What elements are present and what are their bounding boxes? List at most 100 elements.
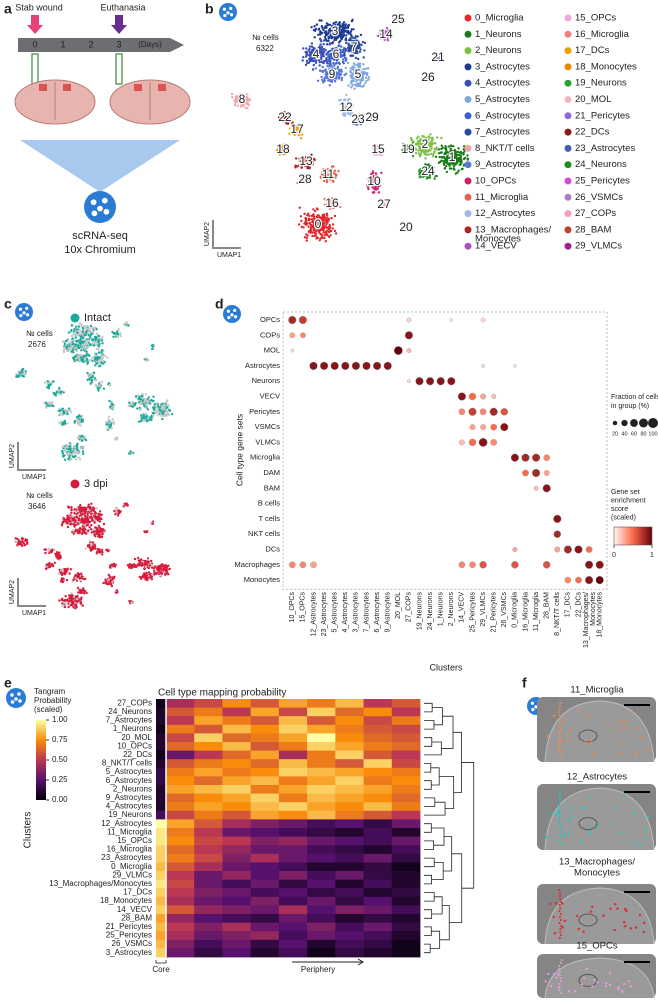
umap-cell xyxy=(335,173,338,177)
umap-cell xyxy=(444,147,448,151)
umap-cell xyxy=(463,150,466,153)
umap-cell xyxy=(79,339,82,342)
dot xyxy=(543,454,551,462)
umap-cell xyxy=(452,153,455,156)
icon-cell xyxy=(226,11,230,15)
heatmap-cell xyxy=(391,767,421,777)
column-label: 22_DCs xyxy=(575,592,582,618)
dot xyxy=(299,332,306,339)
umap-cell xyxy=(91,338,95,341)
umap-cell xyxy=(320,224,323,227)
lesion xyxy=(63,84,71,91)
cells-label: № cells xyxy=(26,491,53,500)
umap-cell xyxy=(76,575,79,578)
umap-cell xyxy=(309,231,312,234)
umap-cell xyxy=(406,144,409,147)
umap-cell xyxy=(332,180,335,183)
umap-cell xyxy=(418,146,421,150)
umap-cell xyxy=(243,95,246,99)
umap-cell xyxy=(312,208,315,211)
umap-cell xyxy=(108,426,111,429)
umap-cell xyxy=(94,364,97,367)
legend-label: 23_Astrocytes xyxy=(575,143,635,154)
legend-label: 27_COPs xyxy=(575,208,616,219)
umap-cell xyxy=(47,383,50,387)
cluster-label: 27 xyxy=(377,197,391,211)
umap-cell xyxy=(457,156,460,160)
umap-cell xyxy=(153,402,156,406)
umap-cell xyxy=(245,102,248,105)
icon-cell xyxy=(229,13,234,17)
umap-cell xyxy=(418,154,422,157)
row-label: BAM xyxy=(264,483,280,492)
umap-cell xyxy=(420,147,423,150)
umap-cell xyxy=(341,54,344,58)
heatmap-cell xyxy=(363,810,393,820)
legend-swatch xyxy=(464,210,472,218)
cluster-label: 20 xyxy=(399,220,413,234)
umap-cell xyxy=(319,46,323,50)
umap-cell xyxy=(57,389,61,392)
umap-cell xyxy=(350,105,353,108)
heatmap-cell xyxy=(391,724,421,734)
umap-cell xyxy=(75,343,78,346)
heatmap-cell xyxy=(194,819,223,829)
umap-cell xyxy=(428,167,431,170)
umap-cell xyxy=(302,56,305,59)
umap-cell xyxy=(456,150,460,154)
umap-cell xyxy=(66,412,69,416)
umap-axes xyxy=(17,442,46,471)
umap-cell xyxy=(337,41,341,44)
heatmap-cell xyxy=(391,793,421,803)
heatmap-cell xyxy=(194,724,223,734)
umap-cell xyxy=(448,164,451,167)
umap-cell xyxy=(284,147,288,150)
umap-cell xyxy=(106,550,110,553)
umap-cell xyxy=(233,99,236,102)
umap-cell xyxy=(343,112,346,116)
umap-cell xyxy=(316,227,319,230)
row-label: COPs xyxy=(260,330,280,339)
panel-letter: a xyxy=(4,1,12,17)
umap-cell xyxy=(447,145,450,148)
legend-label: Monocytes xyxy=(475,233,521,244)
icon-cell xyxy=(18,699,22,703)
umap-cell xyxy=(332,50,335,54)
umap-cell xyxy=(65,409,69,412)
row-label: VLMCs xyxy=(255,437,280,446)
umap-cell xyxy=(395,20,398,24)
heatmap-cell xyxy=(278,767,308,777)
umap-cell xyxy=(334,26,338,29)
umap-cell xyxy=(62,391,65,394)
cells-count: 3646 xyxy=(28,502,46,511)
umap-cell xyxy=(432,166,435,169)
umap-cell xyxy=(77,530,81,533)
umap-cell xyxy=(333,47,336,50)
umap-cell xyxy=(364,81,367,85)
heatmap-cell xyxy=(363,819,393,829)
umap-cell xyxy=(242,102,245,106)
umap-cell xyxy=(321,171,324,174)
umap-cell xyxy=(323,39,326,42)
umap-cell xyxy=(153,569,156,572)
umap-cell xyxy=(315,23,319,26)
legend-swatch xyxy=(564,112,572,120)
heatmap-cell xyxy=(250,699,280,708)
umap-cell xyxy=(325,60,328,63)
umap-cell xyxy=(294,157,298,160)
legend-label: 19_Neurons xyxy=(575,78,627,89)
umap-cell xyxy=(321,216,324,219)
panel-letter: e xyxy=(4,675,12,691)
column-label: 27_COPs xyxy=(406,592,413,623)
umap-cell xyxy=(164,409,168,412)
umap-cell xyxy=(344,24,347,28)
umap-cell xyxy=(414,147,417,151)
umap-cell xyxy=(334,24,337,27)
umap-cell xyxy=(327,36,330,39)
umap-cell xyxy=(356,70,359,74)
umap-cell xyxy=(61,449,64,453)
colorbar xyxy=(36,720,46,800)
umap-cell xyxy=(425,150,428,153)
